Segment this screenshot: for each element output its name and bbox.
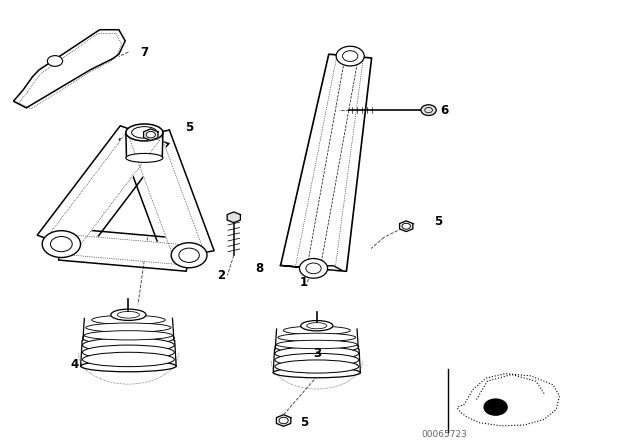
Circle shape: [484, 399, 507, 415]
Text: 5: 5: [300, 416, 308, 429]
Circle shape: [42, 231, 81, 258]
Text: 1: 1: [300, 276, 308, 289]
Polygon shape: [280, 54, 372, 271]
Ellipse shape: [111, 309, 146, 320]
Text: 00065723: 00065723: [422, 430, 467, 439]
Ellipse shape: [126, 153, 163, 162]
Text: 7: 7: [140, 46, 148, 59]
Ellipse shape: [275, 353, 358, 366]
Polygon shape: [284, 266, 343, 271]
Circle shape: [300, 258, 328, 278]
Polygon shape: [399, 221, 413, 232]
Text: 8: 8: [255, 262, 264, 275]
Text: 6: 6: [440, 103, 449, 116]
Circle shape: [279, 418, 288, 424]
Text: 2: 2: [217, 269, 225, 282]
Ellipse shape: [86, 323, 171, 332]
Polygon shape: [458, 374, 559, 426]
Text: 5: 5: [434, 215, 442, 228]
Ellipse shape: [275, 340, 358, 353]
Ellipse shape: [81, 361, 176, 372]
Circle shape: [47, 56, 63, 66]
Circle shape: [402, 223, 410, 229]
Polygon shape: [58, 228, 192, 271]
Text: 4: 4: [70, 358, 78, 371]
Ellipse shape: [275, 360, 358, 373]
Circle shape: [421, 105, 436, 116]
Ellipse shape: [83, 352, 174, 366]
Polygon shape: [276, 415, 291, 426]
Ellipse shape: [278, 333, 356, 342]
Polygon shape: [143, 129, 158, 141]
Circle shape: [336, 46, 364, 66]
Circle shape: [172, 243, 207, 268]
Ellipse shape: [301, 321, 333, 331]
Ellipse shape: [83, 331, 174, 345]
Ellipse shape: [92, 315, 165, 324]
Ellipse shape: [284, 326, 350, 335]
Polygon shape: [13, 30, 125, 108]
Ellipse shape: [83, 338, 174, 352]
Text: 3: 3: [313, 347, 321, 360]
Text: 5: 5: [185, 121, 193, 134]
Ellipse shape: [275, 347, 358, 360]
Ellipse shape: [273, 367, 360, 378]
Ellipse shape: [276, 340, 357, 349]
Polygon shape: [227, 212, 241, 223]
Ellipse shape: [84, 331, 173, 340]
Ellipse shape: [126, 124, 163, 141]
Ellipse shape: [83, 345, 174, 359]
Polygon shape: [119, 130, 214, 260]
Circle shape: [146, 131, 156, 138]
Polygon shape: [60, 234, 191, 265]
Polygon shape: [37, 126, 168, 253]
Polygon shape: [129, 132, 204, 258]
Polygon shape: [46, 129, 159, 250]
